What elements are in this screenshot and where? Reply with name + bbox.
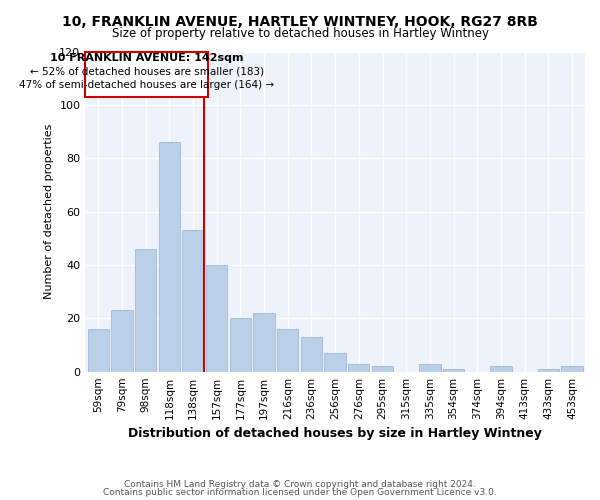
Bar: [419, 364, 440, 372]
Bar: [206, 265, 227, 372]
Bar: [182, 230, 203, 372]
Bar: [301, 337, 322, 372]
Bar: [443, 369, 464, 372]
Text: 10, FRANKLIN AVENUE, HARTLEY WINTNEY, HOOK, RG27 8RB: 10, FRANKLIN AVENUE, HARTLEY WINTNEY, HO…: [62, 15, 538, 29]
Bar: [253, 313, 275, 372]
Bar: [372, 366, 393, 372]
Bar: [158, 142, 180, 372]
Bar: [325, 353, 346, 372]
Bar: [277, 329, 298, 372]
Text: 10 FRANKLIN AVENUE: 142sqm: 10 FRANKLIN AVENUE: 142sqm: [50, 53, 244, 63]
Bar: [348, 364, 370, 372]
Bar: [490, 366, 512, 372]
FancyBboxPatch shape: [85, 52, 208, 97]
Text: Size of property relative to detached houses in Hartley Wintney: Size of property relative to detached ho…: [112, 28, 488, 40]
Text: Contains HM Land Registry data © Crown copyright and database right 2024.: Contains HM Land Registry data © Crown c…: [124, 480, 476, 489]
Bar: [538, 369, 559, 372]
X-axis label: Distribution of detached houses by size in Hartley Wintney: Distribution of detached houses by size …: [128, 427, 542, 440]
Bar: [112, 310, 133, 372]
Text: Contains public sector information licensed under the Open Government Licence v3: Contains public sector information licen…: [103, 488, 497, 497]
Bar: [135, 249, 157, 372]
Text: 47% of semi-detached houses are larger (164) →: 47% of semi-detached houses are larger (…: [19, 80, 274, 90]
Bar: [562, 366, 583, 372]
Text: ← 52% of detached houses are smaller (183): ← 52% of detached houses are smaller (18…: [30, 66, 264, 76]
Y-axis label: Number of detached properties: Number of detached properties: [44, 124, 54, 300]
Bar: [230, 318, 251, 372]
Bar: [88, 329, 109, 372]
